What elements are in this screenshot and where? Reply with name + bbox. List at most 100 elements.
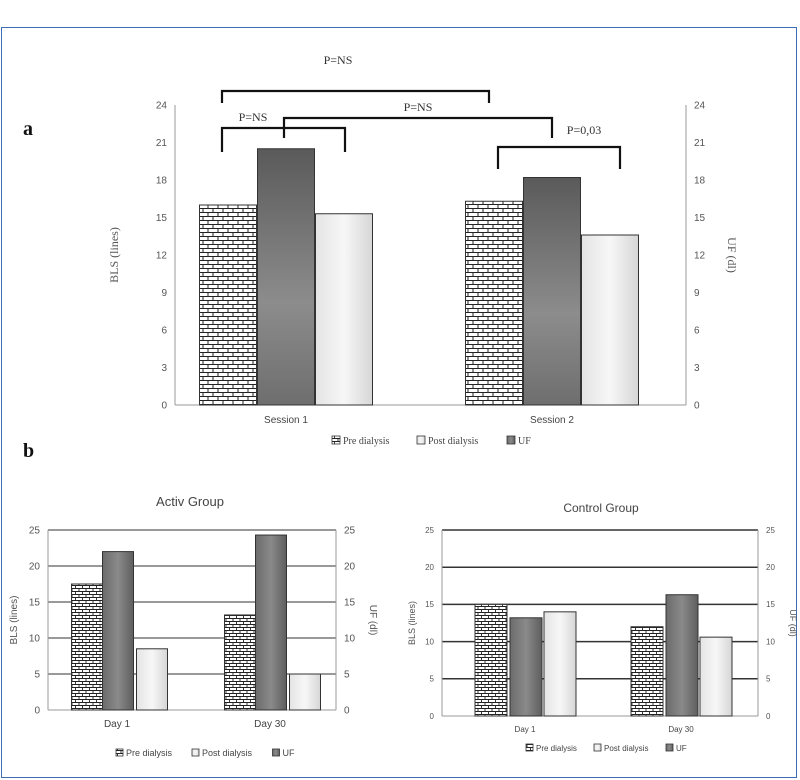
x-tick-label: Day 30 (254, 719, 286, 730)
chart-activ-group: 0 0 5 5 10 10 15 15 20 20 25 25 BLS (lines) UF (dl) Ac… (9, 494, 378, 758)
y-tick-label-left: 5 (34, 670, 40, 681)
legend-swatch-post-dialysis (416, 435, 426, 445)
legend-label-post-dialysis: Post dialysis (202, 748, 253, 758)
legend-swatch-uf (506, 435, 516, 445)
y-tick-label-left: 5 (430, 675, 435, 684)
legend-label-uf: UF (518, 436, 531, 447)
bar-post-dialysis-day-30 (699, 636, 733, 717)
bar-uf-day-1 (509, 617, 543, 717)
y-tick-label-right: 5 (344, 670, 350, 681)
legend-swatch-uf (272, 748, 280, 757)
legend-swatch-pre-dialysis (115, 748, 124, 757)
y-tick-label-right: 5 (766, 675, 771, 684)
legend-label-pre-dialysis: Pre dialysis (343, 436, 389, 447)
y-tick-label-right: 0 (766, 712, 771, 721)
bar-post-dialysis-session-2 (581, 234, 639, 406)
y-axis-label-right: UF (dl) (788, 609, 798, 637)
y-tick-label-left: 9 (161, 288, 167, 299)
legend-swatch-uf (665, 743, 674, 752)
bar-uf-day-30 (665, 594, 699, 717)
y-tick-label-left: 15 (156, 213, 168, 224)
legend-label-post-dialysis: Post dialysis (604, 744, 648, 753)
chart-title: Activ Group (156, 494, 224, 509)
x-tick-label: Session 1 (264, 415, 308, 426)
y-tick-label-right: 18 (694, 176, 706, 187)
bar-post-dialysis-day-30 (289, 673, 321, 711)
y-tick-label-right: 15 (766, 600, 775, 609)
panel-label-b: b (23, 440, 35, 462)
bar-post-dialysis-session-1 (315, 213, 373, 406)
y-tick-label-right: 20 (344, 562, 356, 573)
y-tick-label-left: 25 (29, 526, 41, 537)
y-tick-label-left: 20 (425, 563, 434, 572)
y-tick-label-right: 0 (694, 401, 700, 412)
y-tick-label-left: 6 (161, 326, 167, 337)
bracket-outer (220, 89, 491, 103)
chart-a: 0 0 3 3 6 6 9 9 12 12 15 15 18 18 21 21 24 24 BLS (lines) U… (107, 53, 739, 447)
legend-swatch-pre-dialysis (331, 435, 341, 445)
bar-pre-dialysis-day-30 (630, 626, 664, 717)
y-tick-label-left: 15 (29, 598, 41, 609)
y-tick-label-left: 18 (156, 176, 168, 187)
bar-pre-dialysis-session-1 (199, 204, 257, 406)
bar-post-dialysis-day-1 (136, 648, 168, 711)
y-tick-label-right: 10 (344, 634, 356, 645)
y-tick-label-right: 3 (694, 363, 700, 374)
annotation-left: P=NS (239, 110, 268, 124)
y-axis-label-right: UF (dl) (367, 605, 378, 636)
y-axis-label-left: BLS (lines) (107, 227, 121, 283)
bar-uf-day-1 (102, 551, 134, 711)
legend-label-uf: UF (283, 748, 295, 758)
x-tick-label: Day 30 (668, 725, 694, 734)
y-tick-label-left: 3 (161, 363, 167, 374)
annotation-outer: P=NS (324, 53, 353, 67)
chart-control-group: 0 0 5 5 10 10 15 15 20 20 25 25 BLS (lines) UF (dl) Co… (407, 501, 798, 753)
bar-pre-dialysis-day-30 (224, 614, 256, 711)
bar-uf-session-2 (523, 177, 581, 406)
y-axis-label-left: BLS (lines) (407, 601, 417, 645)
figure-frame (1, 27, 797, 778)
legend-label-post-dialysis: Post dialysis (428, 436, 478, 447)
y-tick-label-right: 15 (694, 213, 706, 224)
y-tick-label-left: 10 (425, 637, 434, 646)
bar-pre-dialysis-session-2 (465, 200, 523, 406)
y-tick-label-left: 25 (425, 526, 434, 535)
y-tick-label-right: 15 (344, 598, 356, 609)
y-tick-label-left: 21 (156, 138, 168, 149)
annotation-middle: P=NS (404, 100, 433, 114)
y-tick-label-left: 24 (156, 101, 168, 112)
annotation-right: P=0,03 (567, 123, 601, 137)
bar-uf-session-1 (257, 148, 315, 406)
y-tick-label-right: 9 (694, 288, 700, 299)
y-tick-label-left: 15 (425, 600, 434, 609)
y-tick-label-right: 6 (694, 326, 700, 337)
y-tick-label-right: 25 (344, 526, 356, 537)
x-tick-label: Day 1 (104, 719, 131, 730)
y-tick-label-left: 0 (34, 706, 40, 717)
bar-pre-dialysis-day-1 (474, 603, 508, 717)
bracket-right (496, 145, 622, 169)
y-tick-label-left: 20 (29, 562, 41, 573)
bar-pre-dialysis-day-1 (71, 583, 103, 711)
y-tick-label-right: 10 (766, 637, 775, 646)
y-tick-label-left: 0 (430, 712, 435, 721)
y-axis-label-right: UF (dl) (725, 237, 739, 273)
y-tick-label-right: 24 (694, 101, 706, 112)
legend-label-uf: UF (676, 744, 687, 753)
panel-label-a: a (23, 118, 33, 140)
legend-swatch-pre-dialysis (525, 743, 534, 752)
x-tick-label: Day 1 (515, 725, 536, 734)
y-tick-label-right: 20 (766, 563, 775, 572)
legend-label-pre-dialysis: Pre dialysis (126, 748, 173, 758)
y-tick-label-right: 12 (694, 251, 706, 262)
y-tick-label-right: 21 (694, 138, 706, 149)
y-tick-label-right: 0 (344, 706, 350, 717)
bracket-middle (282, 116, 554, 138)
x-tick-label: Session 2 (530, 415, 574, 426)
y-tick-label-left: 0 (161, 401, 167, 412)
y-axis-label-left: BLS (lines) (9, 596, 20, 645)
bar-post-dialysis-day-1 (543, 611, 577, 717)
chart-title: Control Group (563, 501, 639, 515)
y-tick-label-left: 12 (156, 251, 168, 262)
